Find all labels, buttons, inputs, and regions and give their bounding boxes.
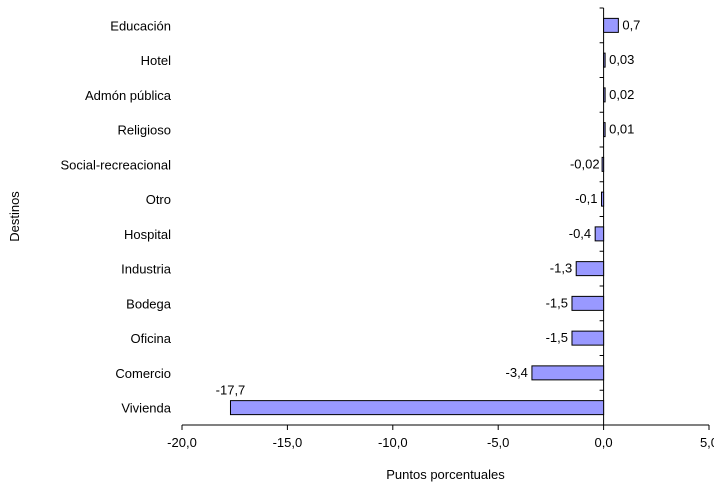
bars bbox=[229, 17, 619, 416]
bar bbox=[603, 17, 619, 33]
data-label: -1,3 bbox=[550, 261, 572, 276]
category-label: Industria bbox=[121, 262, 172, 277]
y-axis-title: Destinos bbox=[7, 191, 22, 242]
bar bbox=[600, 191, 605, 207]
bar bbox=[603, 52, 606, 68]
x-tick-label: -5,0 bbox=[487, 435, 509, 450]
bar bbox=[603, 122, 606, 138]
category-label: Religioso bbox=[118, 123, 171, 138]
data-label: 0,7 bbox=[622, 17, 640, 32]
bar bbox=[575, 261, 605, 277]
x-tick-label: -20,0 bbox=[167, 435, 197, 450]
category-label: Bodega bbox=[126, 296, 172, 311]
data-label: 0,02 bbox=[609, 87, 634, 102]
bar bbox=[531, 365, 605, 381]
x-tick-label: 0,0 bbox=[595, 435, 613, 450]
data-label: -0,4 bbox=[569, 226, 591, 241]
data-label: -1,5 bbox=[546, 295, 568, 310]
category-label: Hotel bbox=[141, 53, 171, 68]
x-axis-title: Puntos porcentuales bbox=[386, 467, 505, 482]
data-label: -0,1 bbox=[575, 191, 597, 206]
category-label: Educación bbox=[110, 18, 171, 33]
category-label: Oficina bbox=[131, 331, 172, 346]
bar bbox=[571, 330, 605, 346]
category-ticks bbox=[599, 7, 604, 426]
bar bbox=[229, 400, 605, 416]
category-labels: Educación Hotel Admón pública Religioso Soci… bbox=[60, 18, 171, 415]
bar bbox=[601, 156, 605, 172]
data-labels: 0,7 0,03 0,02 0,01 -0,02 -0,1 -0,4 -1,3 -1,5 -1,5… bbox=[216, 17, 641, 397]
category-label: Hospital bbox=[124, 227, 171, 242]
data-label: -0,02 bbox=[570, 156, 600, 171]
data-label: -17,7 bbox=[216, 383, 246, 398]
category-label: Otro bbox=[146, 192, 171, 207]
bar bbox=[571, 295, 605, 311]
x-tick-label: -10,0 bbox=[378, 435, 408, 450]
category-label: Social-recreacional bbox=[60, 157, 171, 172]
data-label: -3,4 bbox=[506, 365, 528, 380]
x-axis-ticks: -20,0 -15,0 -10,0 -5,0 0,0 5,0 bbox=[167, 425, 714, 450]
bar bbox=[594, 226, 605, 242]
x-tick-label: -15,0 bbox=[273, 435, 303, 450]
category-label: Vivienda bbox=[121, 401, 171, 416]
data-label: -1,5 bbox=[546, 330, 568, 345]
bar bbox=[603, 87, 606, 103]
category-label: Comercio bbox=[115, 366, 171, 381]
data-label: 0,03 bbox=[609, 52, 634, 67]
x-tick-label: 5,0 bbox=[700, 435, 714, 450]
data-label: 0,01 bbox=[609, 122, 634, 137]
category-label: Admón pública bbox=[85, 88, 172, 103]
